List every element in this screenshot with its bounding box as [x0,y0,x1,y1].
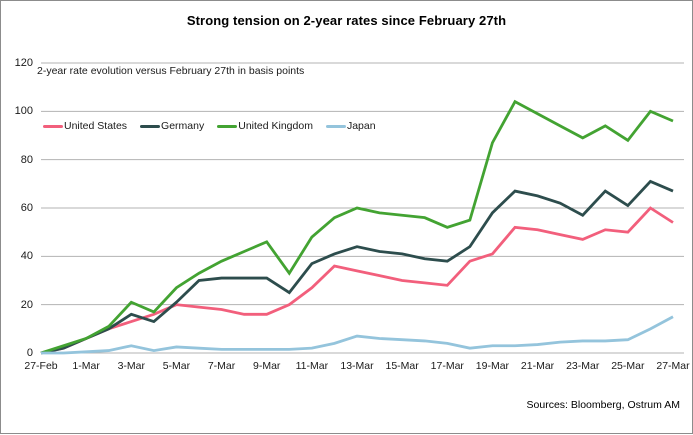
series-line-united-states [40,206,674,355]
x-tick-label: 3-Mar [117,360,145,372]
y-tick-label: 40 [20,250,33,263]
chart-title: Strong tension on 2-year rates since Feb… [186,13,507,28]
chart-legend: United States Germany United Kingdom Japan [43,120,376,132]
legend-item-united-states: United States [43,120,127,132]
y-tick-label: 120 [14,57,33,69]
x-tick-label: 5-Mar [162,360,191,372]
series-line-germany [40,179,674,355]
legend-item-germany: Germany [140,120,204,132]
chart-source: Sources: Bloomberg, Ostrum AM [526,399,680,411]
x-tick-label: 7-Mar [207,360,236,372]
x-tick-label: 13-Mar [340,360,374,372]
y-tick-label: 0 [26,347,33,359]
legend-label: United Kingdom [238,120,313,132]
series-line-japan [41,315,674,355]
x-tick-label: 27-Feb [24,360,58,372]
legend-line-swatch [325,124,346,128]
x-tick-label: 21-Mar [520,360,555,372]
x-tick-label: 11-Mar [295,360,329,372]
legend-label: Japan [346,120,376,132]
x-tick-label: 27-Mar [656,360,690,372]
x-tick-label: 17-Mar [430,360,464,372]
series-line-united-kingdom [40,99,674,355]
legend-label: Germany [161,120,205,132]
y-tick-label: 20 [20,298,33,311]
x-tick-label: 25-Mar [611,360,645,372]
y-tick-label: 80 [20,153,33,166]
x-tick-label: 9-Mar [252,360,281,372]
legend-line-swatch [140,124,161,128]
legend-item-japan: Japan [325,120,376,132]
y-tick-label: 100 [14,105,33,118]
legend-line-swatch [43,124,63,128]
x-tick-label: 15-Mar [385,360,419,372]
x-tick-label: 1-Mar [72,360,100,372]
legend-label: United States [64,120,128,132]
chart-subtitle: 2-year rate evolution versus February 27… [37,65,305,77]
x-tick-label: 19-Mar [475,360,510,372]
legend-item-united-kingdom: United Kingdom [217,120,313,132]
legend-line-swatch [217,124,238,128]
x-tick-label: 23-Mar [566,360,600,372]
y-tick-label: 60 [20,202,33,214]
